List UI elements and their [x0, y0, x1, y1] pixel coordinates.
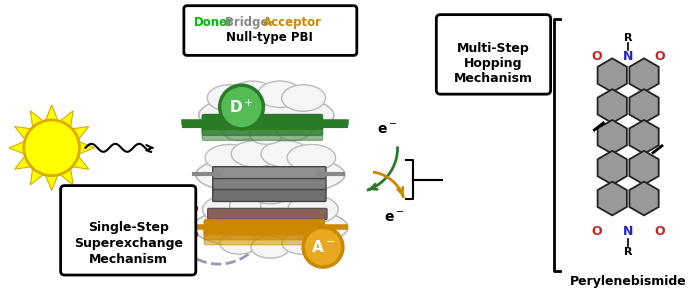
Circle shape: [24, 120, 80, 176]
Text: O: O: [654, 225, 665, 238]
Polygon shape: [598, 58, 627, 92]
Polygon shape: [598, 182, 627, 215]
FancyBboxPatch shape: [213, 167, 326, 179]
Ellipse shape: [205, 144, 253, 171]
Ellipse shape: [196, 154, 345, 196]
Text: Multi-Step: Multi-Step: [456, 42, 529, 55]
FancyBboxPatch shape: [436, 15, 551, 94]
Text: Mechanism: Mechanism: [89, 253, 168, 266]
Ellipse shape: [202, 196, 253, 223]
Ellipse shape: [288, 196, 338, 223]
FancyBboxPatch shape: [208, 208, 327, 219]
Polygon shape: [60, 111, 73, 127]
Polygon shape: [629, 120, 659, 154]
Polygon shape: [60, 168, 73, 185]
Text: -Bridge-: -Bridge-: [220, 16, 274, 29]
Text: Single-Step: Single-Step: [88, 221, 169, 234]
Ellipse shape: [222, 179, 259, 200]
Polygon shape: [72, 156, 89, 169]
Circle shape: [303, 227, 343, 267]
Text: Hopping: Hopping: [463, 57, 522, 70]
Polygon shape: [79, 141, 95, 154]
FancyBboxPatch shape: [204, 230, 325, 245]
Ellipse shape: [193, 205, 348, 249]
Text: Donor: Donor: [194, 16, 234, 29]
Polygon shape: [46, 175, 58, 191]
Polygon shape: [629, 58, 659, 92]
FancyBboxPatch shape: [202, 115, 323, 129]
Ellipse shape: [252, 183, 289, 204]
Ellipse shape: [260, 191, 311, 219]
Polygon shape: [598, 89, 627, 123]
Ellipse shape: [282, 232, 321, 254]
Text: e$^-$: e$^-$: [384, 210, 405, 224]
Text: Perylenebismide: Perylenebismide: [570, 276, 687, 288]
FancyBboxPatch shape: [213, 189, 326, 201]
Ellipse shape: [231, 81, 275, 107]
Ellipse shape: [230, 191, 280, 219]
Polygon shape: [15, 127, 32, 140]
Text: Mechanism: Mechanism: [454, 72, 533, 85]
Polygon shape: [46, 105, 58, 121]
Polygon shape: [15, 156, 32, 169]
Polygon shape: [598, 151, 627, 184]
Ellipse shape: [207, 85, 251, 111]
Text: A$^-$: A$^-$: [311, 239, 335, 255]
Ellipse shape: [276, 120, 310, 141]
Ellipse shape: [281, 85, 326, 111]
Ellipse shape: [223, 120, 256, 141]
Text: N: N: [623, 225, 634, 238]
Polygon shape: [629, 151, 659, 184]
Ellipse shape: [287, 144, 335, 171]
FancyBboxPatch shape: [202, 125, 323, 140]
Text: e$^-$: e$^-$: [377, 123, 398, 137]
Polygon shape: [598, 120, 627, 154]
Ellipse shape: [281, 179, 318, 200]
Text: R: R: [624, 33, 632, 43]
Ellipse shape: [258, 81, 302, 107]
Polygon shape: [629, 89, 659, 123]
FancyBboxPatch shape: [202, 120, 323, 135]
Text: O: O: [591, 225, 602, 238]
Text: R: R: [624, 247, 632, 257]
Text: e$^-$: e$^-$: [148, 187, 169, 202]
Polygon shape: [30, 168, 43, 185]
Polygon shape: [629, 182, 659, 215]
Text: Acceptor: Acceptor: [262, 16, 322, 29]
Polygon shape: [9, 141, 25, 154]
Ellipse shape: [261, 141, 309, 167]
FancyBboxPatch shape: [204, 225, 325, 240]
Ellipse shape: [231, 141, 280, 167]
FancyBboxPatch shape: [213, 179, 326, 191]
Text: Superexchange: Superexchange: [74, 237, 183, 250]
Ellipse shape: [251, 236, 290, 258]
Polygon shape: [30, 111, 43, 127]
Ellipse shape: [220, 232, 259, 254]
FancyBboxPatch shape: [61, 186, 196, 275]
FancyBboxPatch shape: [204, 220, 325, 235]
Circle shape: [220, 85, 263, 129]
Ellipse shape: [199, 94, 334, 136]
Ellipse shape: [249, 123, 284, 144]
Text: O: O: [591, 50, 602, 63]
FancyBboxPatch shape: [184, 6, 357, 55]
Text: O: O: [654, 50, 665, 63]
Text: Null-type PBI: Null-type PBI: [226, 31, 313, 44]
Text: D$^+$: D$^+$: [229, 98, 254, 116]
Text: N: N: [623, 50, 634, 63]
Polygon shape: [72, 127, 89, 140]
